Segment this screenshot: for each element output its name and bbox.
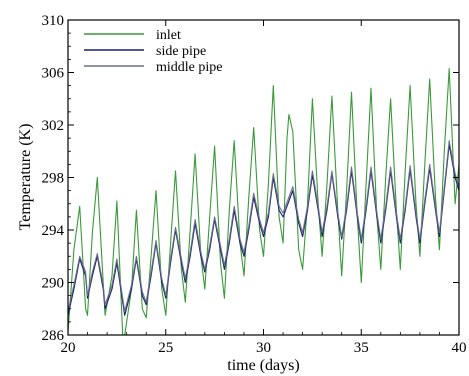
y-tick-label: 294 bbox=[42, 223, 65, 239]
legend-label-side-pipe: side pipe bbox=[156, 44, 206, 59]
x-tick-label: 35 bbox=[354, 340, 369, 356]
x-axis-ticks: 20 25 30 35 40 bbox=[61, 20, 467, 356]
x-tick-label: 40 bbox=[452, 340, 467, 356]
legend-label-inlet: inlet bbox=[156, 28, 181, 43]
y-axis-label: Temperature (K) bbox=[17, 124, 34, 231]
x-axis-label: time (days) bbox=[227, 357, 299, 374]
legend-label-middle-pipe: middle pipe bbox=[156, 60, 223, 75]
y-tick-label: 290 bbox=[42, 276, 65, 292]
y-tick-label: 286 bbox=[42, 328, 65, 344]
x-tick-label: 20 bbox=[61, 340, 76, 356]
y-axis-ticks: 286 290 294 298 302 306 310 bbox=[42, 13, 459, 344]
series-layer bbox=[67, 68, 460, 336]
y-tick-label: 298 bbox=[42, 171, 65, 187]
plot-area bbox=[68, 20, 459, 335]
y-tick-label: 302 bbox=[42, 118, 65, 134]
x-tick-label: 25 bbox=[158, 340, 173, 356]
y-tick-label: 310 bbox=[42, 13, 65, 29]
y-tick-label: 306 bbox=[42, 66, 65, 82]
series-line-inlet bbox=[67, 68, 460, 336]
x-tick-label: 30 bbox=[256, 340, 271, 356]
series-line-middle-pipe bbox=[67, 140, 460, 312]
